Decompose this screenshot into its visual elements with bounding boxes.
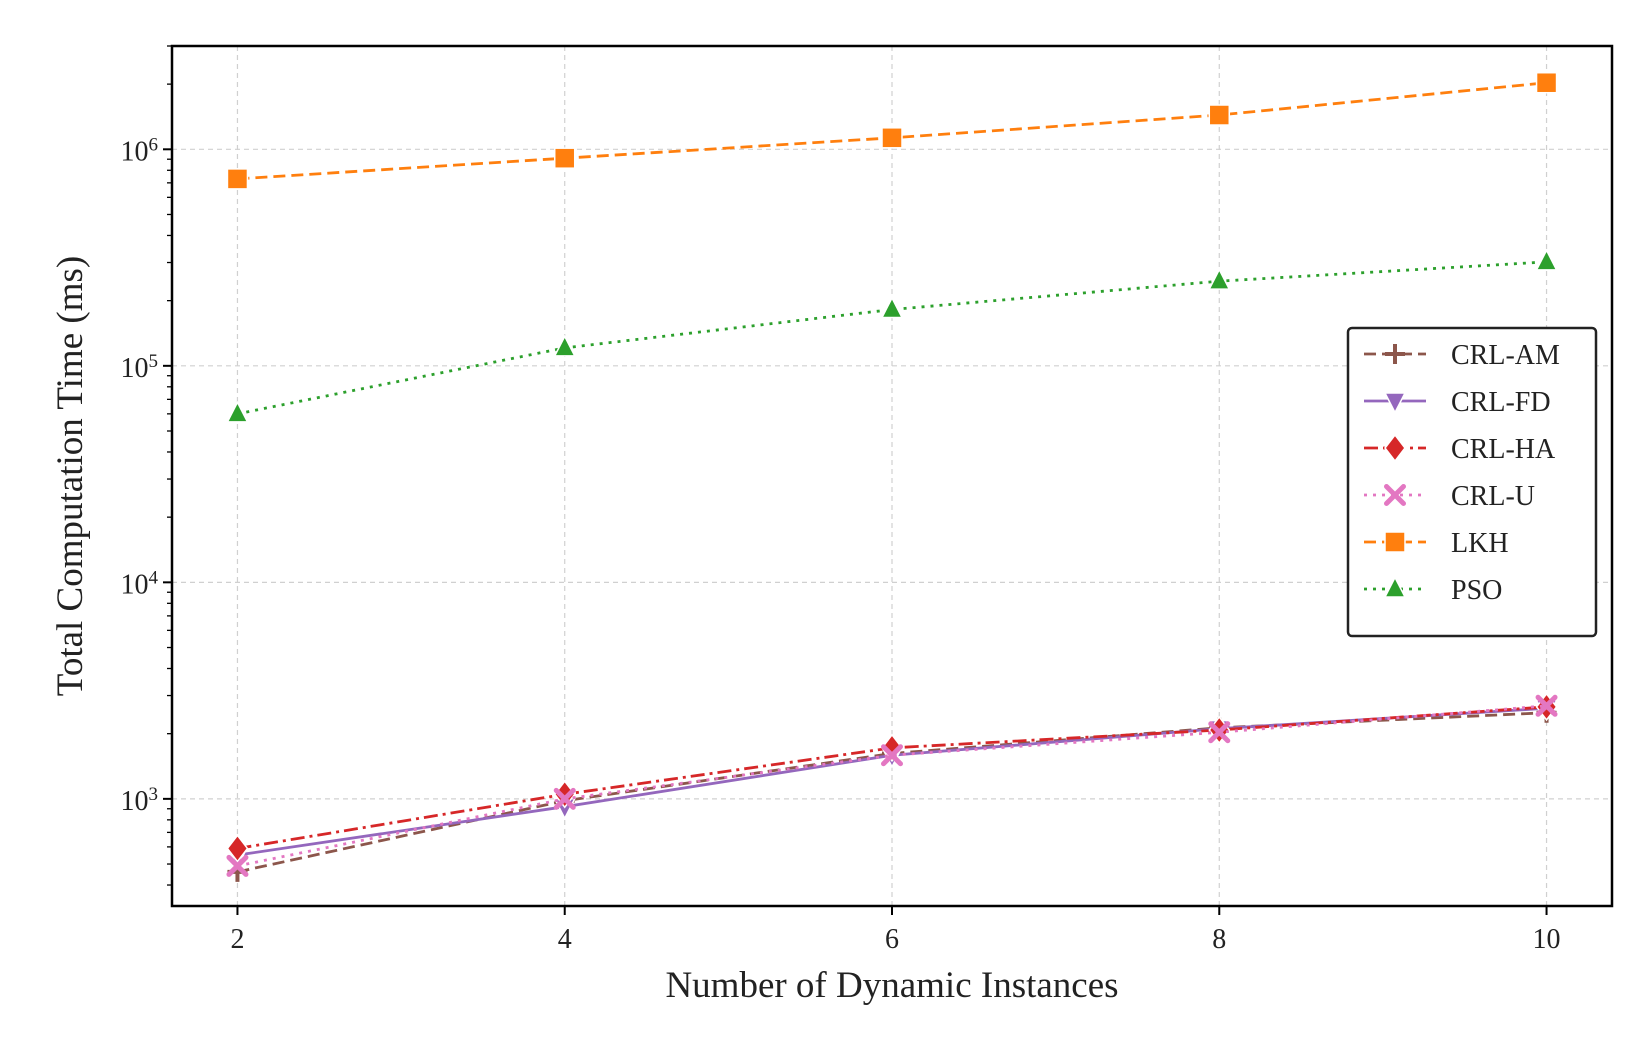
y-tick-label: 104 xyxy=(121,567,159,601)
x-tick-label: 6 xyxy=(885,924,899,955)
series-lines xyxy=(226,71,1558,882)
x-tick-label: 4 xyxy=(558,924,572,955)
data-point-marker xyxy=(1383,575,1407,598)
data-point-marker xyxy=(553,334,576,357)
legend-label: PSO xyxy=(1451,575,1502,606)
y-tick-label: 106 xyxy=(121,134,159,168)
data-point-marker xyxy=(1535,248,1558,271)
data-point-marker xyxy=(1208,104,1231,126)
series-crl-u xyxy=(226,694,1558,877)
x-tick-label: 8 xyxy=(1212,924,1226,955)
legend-label: CRL-HA xyxy=(1451,434,1556,465)
y-tick-label: 105 xyxy=(121,350,159,384)
legend-label: CRL-FD xyxy=(1451,387,1551,418)
legend-item: PSO xyxy=(1364,575,1502,606)
data-point-marker xyxy=(881,733,903,763)
legend-item: CRL-HA xyxy=(1364,433,1556,465)
data-point-marker xyxy=(226,168,249,190)
data-point-marker xyxy=(226,834,249,863)
data-point-marker xyxy=(226,854,249,877)
data-point-marker xyxy=(1208,268,1231,290)
legend-label: CRL-U xyxy=(1451,481,1535,512)
series-lkh xyxy=(226,71,1558,190)
data-point-marker xyxy=(553,147,576,169)
legend-item: CRL-AM xyxy=(1364,340,1560,371)
data-point-marker xyxy=(1384,531,1406,553)
data-point-marker xyxy=(1384,484,1406,506)
data-point-marker xyxy=(1535,694,1558,717)
data-point-marker xyxy=(881,127,903,149)
data-point-marker xyxy=(881,744,903,767)
data-point-marker xyxy=(553,787,576,810)
series-crl-am xyxy=(227,702,1557,882)
legend: CRL-AM CRL-FD CRL-HA CRL-U LKH PSO xyxy=(1346,326,1598,638)
legend-box xyxy=(1346,326,1598,638)
x-axis-label: Number of Dynamic Instances xyxy=(665,965,1118,1006)
x-tick-label: 2 xyxy=(230,924,244,955)
data-point-marker xyxy=(1535,71,1558,94)
data-point-marker xyxy=(226,400,249,423)
data-point-marker xyxy=(1383,392,1407,415)
legend-label: LKH xyxy=(1451,528,1509,559)
y-axis-label: Total Computation Time (ms) xyxy=(50,256,91,696)
data-point-marker xyxy=(1384,433,1406,463)
data-point-marker xyxy=(1208,721,1231,744)
data-point-marker xyxy=(880,296,904,319)
axis-ticks: 2 4 6 8 10 103 104 105 106 xyxy=(121,45,1561,955)
legend-item: CRL-FD xyxy=(1364,387,1551,418)
legend-item: CRL-U xyxy=(1364,481,1535,512)
x-tick-label: 10 xyxy=(1533,924,1561,955)
legend-label: CRL-AM xyxy=(1451,340,1560,371)
series-pso xyxy=(226,248,1558,423)
series-line xyxy=(237,705,1547,850)
data-point-marker xyxy=(1385,344,1405,364)
y-tick-label: 103 xyxy=(121,783,159,817)
legend-item: LKH xyxy=(1364,528,1509,559)
